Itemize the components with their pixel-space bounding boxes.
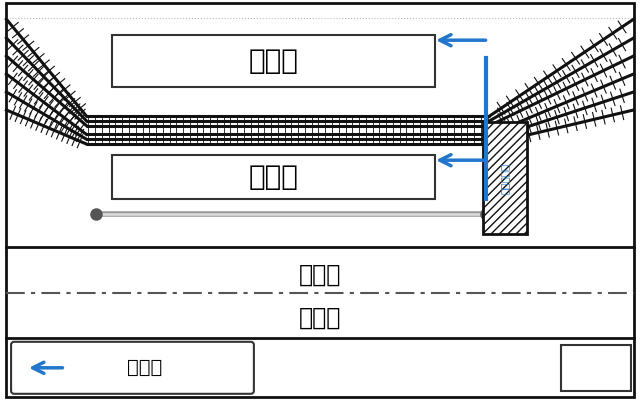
Text: 道　路: 道 路: [299, 262, 341, 286]
Text: ホーム: ホーム: [249, 47, 298, 75]
FancyBboxPatch shape: [11, 342, 254, 394]
Bar: [561, 345, 631, 391]
Text: 上州富岡駅: 上州富岡駅: [500, 162, 510, 194]
Text: ホーム: ホーム: [249, 163, 298, 191]
Bar: [112, 155, 435, 199]
Bar: [483, 122, 527, 234]
Bar: [112, 35, 435, 87]
Text: 歩　道: 歩 道: [299, 306, 341, 330]
Text: 通　路: 通 路: [127, 358, 162, 377]
